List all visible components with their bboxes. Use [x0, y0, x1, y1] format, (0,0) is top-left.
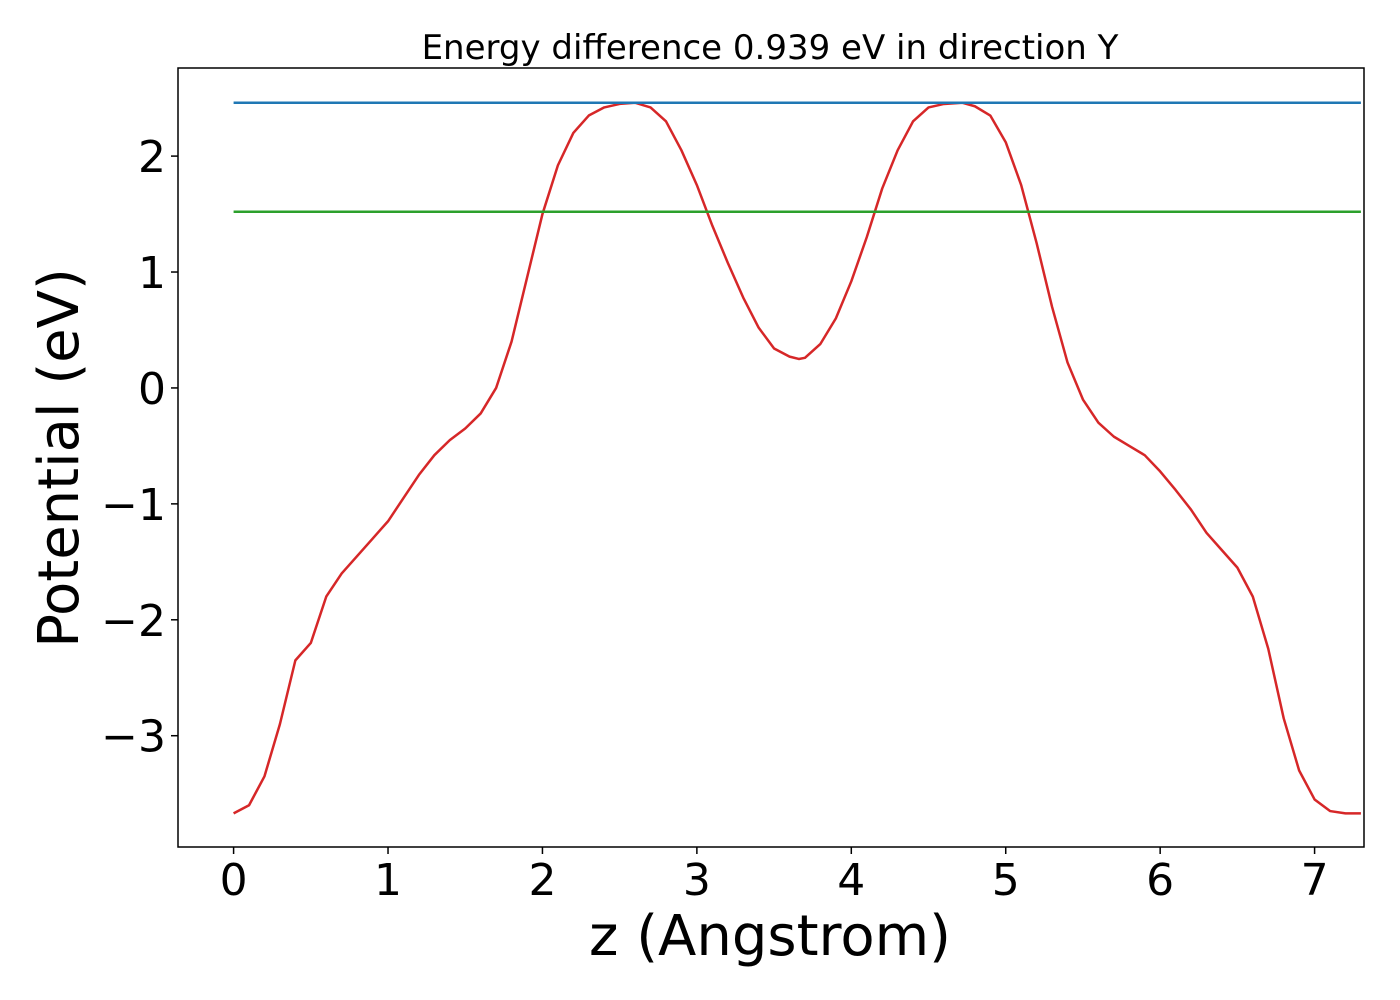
y-tick-label: −1	[101, 480, 166, 531]
y-axis: 2 1 0 −1 −2 −3	[101, 132, 178, 763]
series-line-0	[233, 101, 1361, 815]
y-tick-label: 1	[138, 248, 166, 299]
x-tick-label: 0	[220, 855, 248, 906]
y-tick-label: −2	[101, 596, 166, 647]
x-tick-label: 6	[1146, 855, 1174, 906]
plot-area	[177, 67, 1365, 848]
x-tick-label: 5	[992, 855, 1020, 906]
y-tick-label: 2	[138, 132, 166, 183]
x-tick-label: 4	[837, 855, 865, 906]
y-tick-label: −3	[101, 712, 166, 763]
x-tick-label: 1	[374, 855, 402, 906]
axes-frame	[177, 67, 1365, 848]
y-axis-label: Potential (eV)	[27, 268, 92, 648]
x-axis: 0 1 2 3 4 5 6 7	[220, 847, 1329, 906]
chart-title: Energy difference 0.939 eV in direction …	[422, 28, 1119, 68]
x-tick-label: 3	[683, 855, 711, 906]
x-tick-label: 7	[1301, 855, 1329, 906]
x-tick-label: 2	[528, 855, 556, 906]
series-layer	[233, 101, 1361, 815]
x-axis-label: z (Angstrom)	[589, 904, 951, 969]
y-tick-label: 0	[138, 364, 166, 415]
